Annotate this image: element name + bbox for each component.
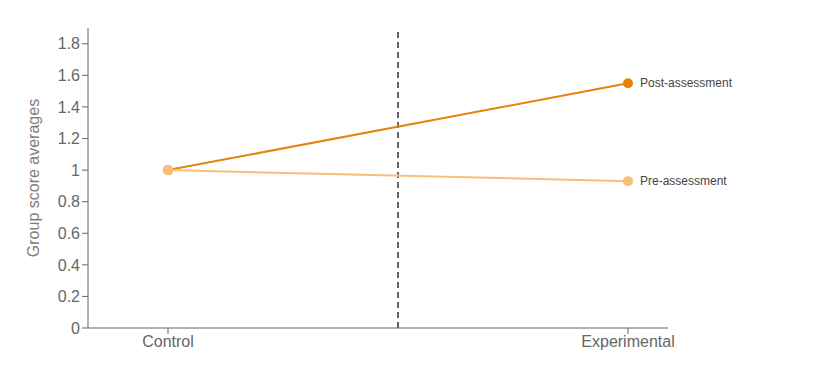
svg-text:Pre-assessment: Pre-assessment [640, 174, 727, 188]
svg-text:1.2: 1.2 [58, 130, 80, 147]
svg-text:1.6: 1.6 [58, 67, 80, 84]
svg-text:1.4: 1.4 [58, 99, 80, 116]
svg-text:Group score averages: Group score averages [25, 99, 42, 257]
svg-text:1.8: 1.8 [58, 35, 80, 52]
svg-text:0.6: 0.6 [58, 225, 80, 242]
svg-text:0.4: 0.4 [58, 257, 80, 274]
svg-text:1: 1 [71, 162, 80, 179]
svg-text:0.2: 0.2 [58, 288, 80, 305]
svg-text:0: 0 [71, 320, 80, 337]
svg-text:Post-assessment: Post-assessment [640, 76, 733, 90]
svg-text:Control: Control [142, 333, 194, 350]
svg-text:0.8: 0.8 [58, 193, 80, 210]
svg-text:Experimental: Experimental [581, 333, 674, 350]
